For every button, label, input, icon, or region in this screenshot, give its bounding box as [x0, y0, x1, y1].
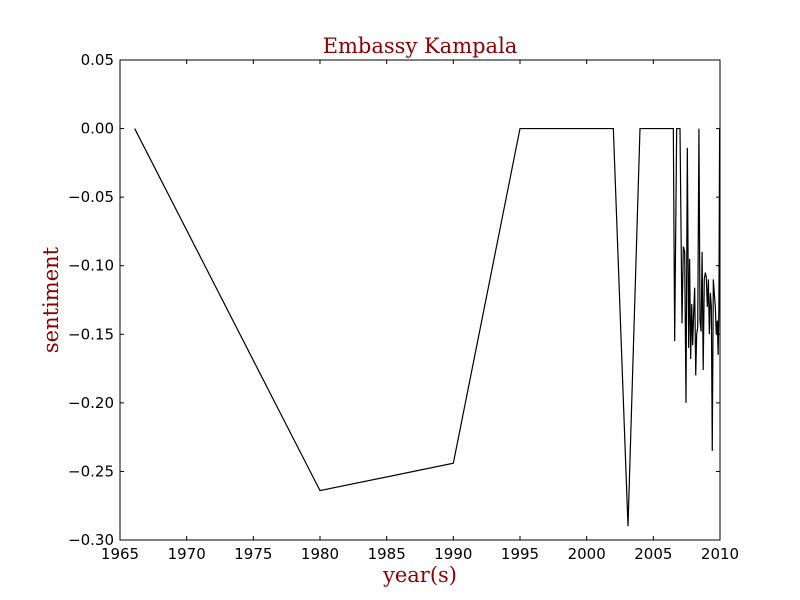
- series-line: [134, 127, 721, 527]
- y-tick-label: −0.05: [68, 188, 114, 206]
- y-tick-label: −0.20: [68, 394, 114, 412]
- x-tick-label: 1965: [101, 545, 139, 563]
- x-tick-label: 1995: [501, 545, 539, 563]
- x-tick-label: 1990: [434, 545, 472, 563]
- x-axis-label: year(s): [382, 563, 457, 587]
- x-tick-label: 2010: [701, 545, 739, 563]
- x-tick-label: 2000: [568, 545, 606, 563]
- y-axis-label: sentiment: [39, 246, 63, 353]
- y-tick-label: −0.10: [68, 257, 114, 275]
- x-tick-label: 1970: [168, 545, 206, 563]
- x-tick-label: 1985: [368, 545, 406, 563]
- y-tick-label: 0.05: [81, 51, 114, 69]
- x-tick-label: 2005: [634, 545, 672, 563]
- y-axis: 0.05 0.00 −0.05 −0.10 −0.15 −0.20 −0.25 −0.30: [68, 51, 720, 549]
- x-axis: 1965 1970 1975 1980 1985 1990 1995 2000 2005 2010: [101, 60, 739, 563]
- x-tick-label: 1980: [301, 545, 339, 563]
- series-layer: [134, 127, 721, 527]
- x-tick-label: 1975: [234, 545, 272, 563]
- y-tick-label: −0.30: [68, 531, 114, 549]
- y-tick-label: −0.15: [68, 325, 114, 343]
- y-tick-label: 0.00: [81, 120, 114, 138]
- y-tick-label: −0.25: [68, 462, 114, 480]
- chart-title: Embassy Kampala: [323, 34, 518, 58]
